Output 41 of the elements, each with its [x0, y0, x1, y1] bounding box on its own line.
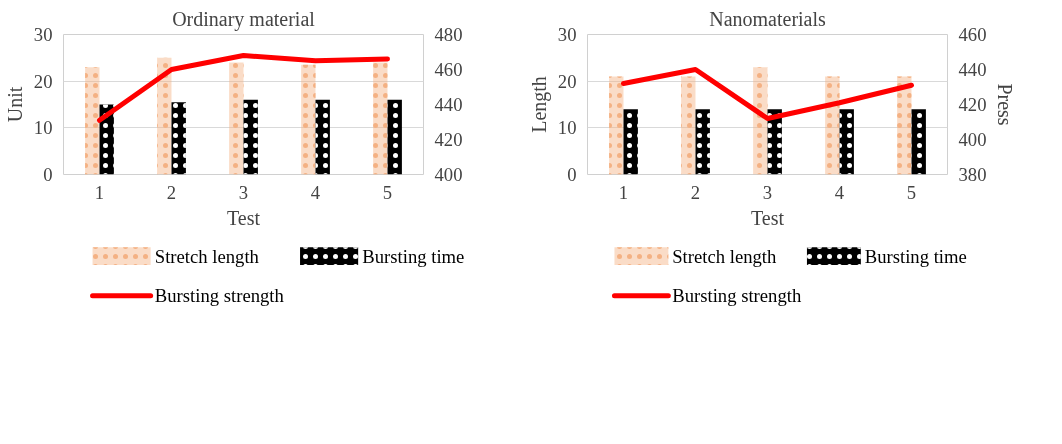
y2-axis-title: Press — [994, 83, 1017, 126]
y-tick-label: 10 — [33, 117, 53, 139]
x-tick-label: 2 — [690, 181, 701, 203]
x-axis-title: Test — [226, 206, 261, 229]
y-tick-label: 0 — [567, 164, 577, 185]
x-tick-label: 4 — [310, 181, 321, 203]
x-tick-label: 3 — [238, 181, 249, 203]
chart-title: Nanomaterials — [709, 7, 827, 30]
y-axis-title: Length — [527, 76, 551, 133]
y-axis-title: Unit — [3, 86, 26, 123]
y2-tick-label: 460 — [958, 24, 987, 45]
y2-tick-label: 440 — [434, 94, 463, 115]
y-tick-label: 20 — [33, 70, 53, 92]
y2-tick-label: 480 — [434, 24, 463, 45]
x-tick-label: 2 — [166, 181, 177, 203]
chart-title: Ordinary material — [172, 7, 316, 31]
x-tick-label: 5 — [906, 181, 917, 203]
y-tick-label: 20 — [557, 70, 577, 92]
legend-label: Stretch length — [672, 245, 778, 267]
legend-label: Bursting strength — [154, 285, 285, 307]
x-tick-label: 1 — [94, 181, 105, 203]
y2-tick-label: 460 — [434, 59, 463, 80]
y2-tick-label: 440 — [958, 59, 987, 80]
x-axis-title: Test — [750, 206, 785, 229]
y2-tick-label: 380 — [958, 164, 987, 185]
x-tick-label: 5 — [382, 181, 393, 203]
y-tick-label: 30 — [33, 24, 53, 45]
y2-tick-label: 400 — [434, 164, 463, 185]
legend-label: Stretch length — [154, 245, 260, 267]
legend-label: Bursting strength — [672, 285, 802, 307]
y-tick-label: 30 — [557, 24, 577, 45]
y-tick-label: 0 — [43, 164, 53, 185]
x-tick-label: 3 — [762, 181, 773, 203]
legend-label: Bursting time — [362, 245, 465, 267]
y-tick-label: 10 — [557, 117, 577, 139]
y2-tick-label: 400 — [958, 129, 987, 150]
legend-label: Bursting time — [864, 245, 967, 267]
y2-tick-label: 420 — [958, 94, 987, 115]
y2-tick-label: 420 — [434, 129, 463, 150]
x-tick-label: 4 — [834, 181, 845, 203]
x-tick-label: 1 — [618, 181, 629, 203]
